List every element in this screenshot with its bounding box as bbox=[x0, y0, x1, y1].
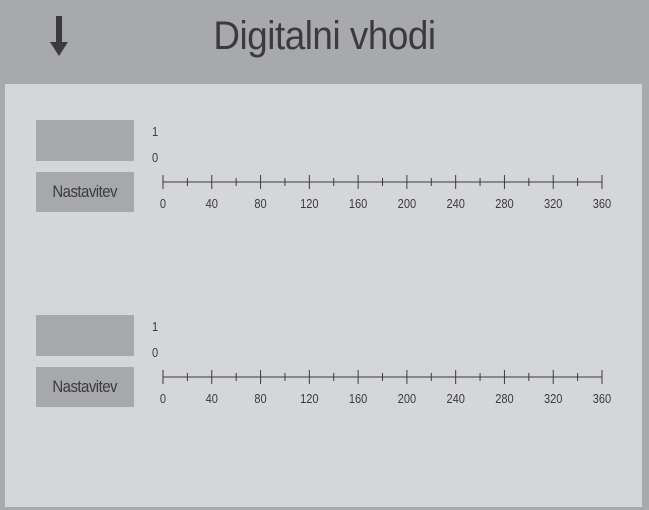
tick-label: 40 bbox=[206, 196, 219, 211]
time-axis: 0 40 80 120 160 200 240 280 320 360 bbox=[155, 365, 615, 415]
settings-button-label: Nastavitev bbox=[52, 377, 118, 396]
time-axis: 0 40 80 120 160 200 240 280 320 360 bbox=[155, 170, 615, 220]
tick-label: 160 bbox=[349, 391, 368, 406]
tick-label: 200 bbox=[398, 196, 417, 211]
tick-label: 40 bbox=[206, 391, 219, 406]
tick-label: 160 bbox=[349, 196, 368, 211]
tick-label: 120 bbox=[300, 196, 319, 211]
input-state-indicator bbox=[36, 120, 134, 161]
tick-label: 0 bbox=[160, 391, 166, 406]
axis-svg: 0 40 80 120 160 200 240 280 320 360 bbox=[160, 370, 612, 406]
settings-button[interactable]: Nastavitev bbox=[36, 172, 134, 212]
tick-label: 280 bbox=[495, 391, 514, 406]
tick-label: 120 bbox=[300, 391, 319, 406]
input-channel-1: Nastavitev 1 0 0 40 80 120 160 200 240 280 320 36… bbox=[5, 120, 642, 230]
content-panel: Nastavitev 1 0 0 40 80 120 160 200 240 280 320 36… bbox=[5, 84, 642, 507]
tick-label: 200 bbox=[398, 391, 417, 406]
tick-label: 80 bbox=[254, 196, 267, 211]
y-label-low: 0 bbox=[152, 150, 159, 165]
tick-label: 320 bbox=[544, 391, 563, 406]
header-bar: Digitalni vhodi bbox=[0, 0, 649, 82]
axis-svg: 0 40 80 120 160 200 240 280 320 360 bbox=[160, 175, 612, 211]
tick-label: 280 bbox=[495, 196, 514, 211]
y-label-high: 1 bbox=[152, 124, 159, 139]
settings-button[interactable]: Nastavitev bbox=[36, 367, 134, 407]
y-label-low: 0 bbox=[152, 345, 159, 360]
settings-button-label: Nastavitev bbox=[52, 182, 118, 201]
tick-label: 320 bbox=[544, 196, 563, 211]
tick-label: 360 bbox=[593, 391, 612, 406]
y-label-high: 1 bbox=[152, 319, 159, 334]
input-state-indicator bbox=[36, 315, 134, 356]
input-channel-2: Nastavitev 1 0 0 40 80 120 160 200 240 280 320 36… bbox=[5, 315, 642, 425]
down-arrow-icon[interactable] bbox=[46, 14, 72, 58]
tick-label: 80 bbox=[254, 391, 267, 406]
tick-label: 240 bbox=[446, 196, 465, 211]
tick-label: 240 bbox=[446, 391, 465, 406]
tick-label: 360 bbox=[593, 196, 612, 211]
page-title: Digitalni vhodi bbox=[213, 14, 436, 58]
tick-label: 0 bbox=[160, 196, 166, 211]
